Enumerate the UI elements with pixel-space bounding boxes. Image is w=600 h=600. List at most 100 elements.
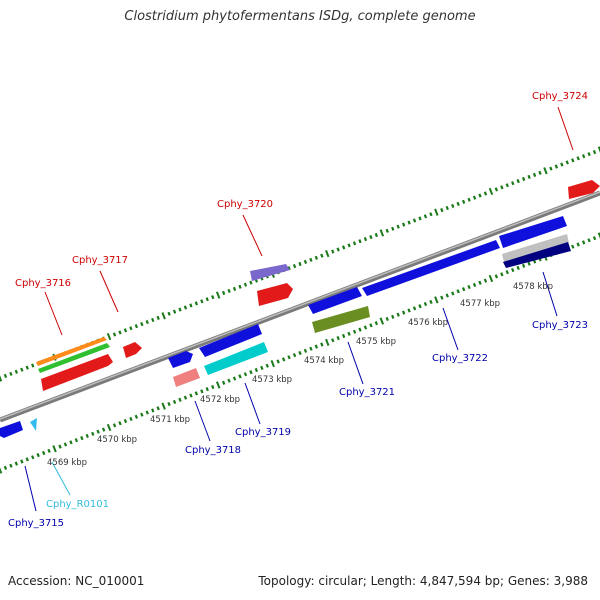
minor-tick <box>221 290 226 296</box>
kbp-label: 4577 kbp <box>460 299 500 309</box>
minor-tick <box>429 212 433 217</box>
minor-tick <box>467 284 471 290</box>
minor-tick <box>238 374 242 379</box>
leader-line-3718 <box>194 400 211 442</box>
minor-tick <box>341 333 346 339</box>
gene-cphy-3724[interactable] <box>568 180 600 199</box>
minor-tick <box>172 399 177 405</box>
minor-tick <box>560 162 564 167</box>
minor-tick <box>554 164 559 169</box>
minor-tick <box>581 154 586 159</box>
gene-cphy-3719[interactable] <box>204 342 268 375</box>
minor-tick <box>483 191 488 196</box>
kbp-label: 4575 kbp <box>356 337 396 347</box>
minor-tick <box>494 274 499 279</box>
minor-tick <box>183 395 188 400</box>
gene-feature-blue-c[interactable] <box>308 287 362 314</box>
gene-label-cphy-3723[interactable]: Cphy_3723 <box>532 320 588 331</box>
minor-tick <box>358 239 362 244</box>
minor-tick <box>205 387 209 392</box>
minor-tick <box>20 367 24 372</box>
minor-tick <box>134 414 139 419</box>
minor-tick <box>112 423 117 428</box>
minor-tick <box>112 332 117 337</box>
minor-tick <box>478 193 482 198</box>
minor-tick <box>314 344 319 349</box>
gene-label-cphy-3722[interactable]: Cphy_3722 <box>432 353 488 364</box>
gene-label-cphy-3718[interactable]: Cphy_3718 <box>185 445 241 456</box>
minor-tick <box>461 199 466 204</box>
gene-cphy-3716[interactable] <box>41 354 113 391</box>
minor-tick <box>298 350 302 356</box>
minor-tick <box>581 240 586 245</box>
minor-tick <box>511 267 515 273</box>
minor-tick <box>407 220 411 225</box>
minor-tick <box>396 224 400 229</box>
minor-tick <box>500 272 504 277</box>
gene-label-cphy-3715[interactable]: Cphy_3715 <box>8 518 64 529</box>
gene-feature-blue-b[interactable] <box>199 324 262 357</box>
minor-tick <box>527 174 531 179</box>
minor-tick <box>445 205 449 211</box>
minor-tick <box>281 357 286 362</box>
minor-tick <box>401 222 406 227</box>
minor-tick <box>85 433 89 439</box>
minor-tick <box>347 331 351 336</box>
minor-tick <box>58 444 62 449</box>
gene-cphy-3717[interactable] <box>123 342 142 358</box>
minor-tick <box>347 243 351 248</box>
gene-label-cphy-3716[interactable]: Cphy_3716 <box>15 278 71 289</box>
gene-label-cphy-3720[interactable]: Cphy_3720 <box>217 199 273 210</box>
gene-cphy-3720[interactable] <box>257 283 293 306</box>
major-tick <box>379 317 385 325</box>
gene-feature-green[interactable] <box>38 343 110 373</box>
genome-summary-text: Topology: circular; Length: 4,847,594 bp… <box>258 574 588 588</box>
minor-tick <box>243 372 248 377</box>
minor-tick <box>407 308 411 313</box>
minor-tick <box>178 307 182 312</box>
minor-tick <box>47 448 51 453</box>
gene-cphy-3722[interactable] <box>362 240 500 296</box>
minor-tick <box>14 461 19 466</box>
leader-line-3722 <box>442 307 459 351</box>
gene-label-cphy-r0101[interactable]: Cphy_R0101 <box>46 499 109 510</box>
minor-tick <box>298 261 302 267</box>
minor-tick <box>314 255 319 260</box>
minor-tick <box>472 195 477 200</box>
leader-line-3724 <box>557 106 574 151</box>
minor-tick <box>9 463 13 468</box>
genome-backbone-highlight <box>0 191 600 420</box>
minor-tick <box>456 201 460 206</box>
minor-tick <box>461 287 466 292</box>
gene-label-cphy-3724[interactable]: Cphy_3724 <box>532 91 588 102</box>
minor-tick <box>63 442 68 447</box>
minor-tick <box>96 429 100 434</box>
gene-label-cphy-3721[interactable]: Cphy_3721 <box>339 387 395 398</box>
minor-tick <box>500 185 504 190</box>
minor-tick <box>41 450 46 456</box>
gene-cphy-r0101[interactable] <box>30 418 37 431</box>
minor-tick <box>183 305 188 310</box>
minor-tick <box>91 431 95 436</box>
inner-tick-track <box>0 232 600 474</box>
minor-tick <box>363 325 368 330</box>
gene-cphy-3723[interactable] <box>503 242 571 268</box>
gene-cphy-3721[interactable] <box>312 306 370 333</box>
major-tick <box>161 312 166 320</box>
minor-tick <box>80 436 84 441</box>
minor-tick <box>200 389 204 394</box>
gene-feature-blue-a[interactable] <box>168 351 193 368</box>
minor-tick <box>423 214 428 219</box>
gene-feature-blue-d[interactable] <box>499 216 567 248</box>
minor-tick <box>265 363 269 368</box>
minor-tick <box>352 329 357 334</box>
gene-label-cphy-3719[interactable]: Cphy_3719 <box>235 427 291 438</box>
minor-tick <box>151 408 155 413</box>
gene-label-cphy-3717[interactable]: Cphy_3717 <box>72 255 128 266</box>
major-tick <box>0 375 3 382</box>
gene-feature-purple[interactable] <box>250 264 290 281</box>
gene-feature-orange[interactable] <box>36 337 107 366</box>
gene-cphy-3718[interactable] <box>173 368 200 387</box>
gene-feature-gray[interactable] <box>502 234 569 262</box>
gene-cphy-3715[interactable] <box>0 421 23 438</box>
